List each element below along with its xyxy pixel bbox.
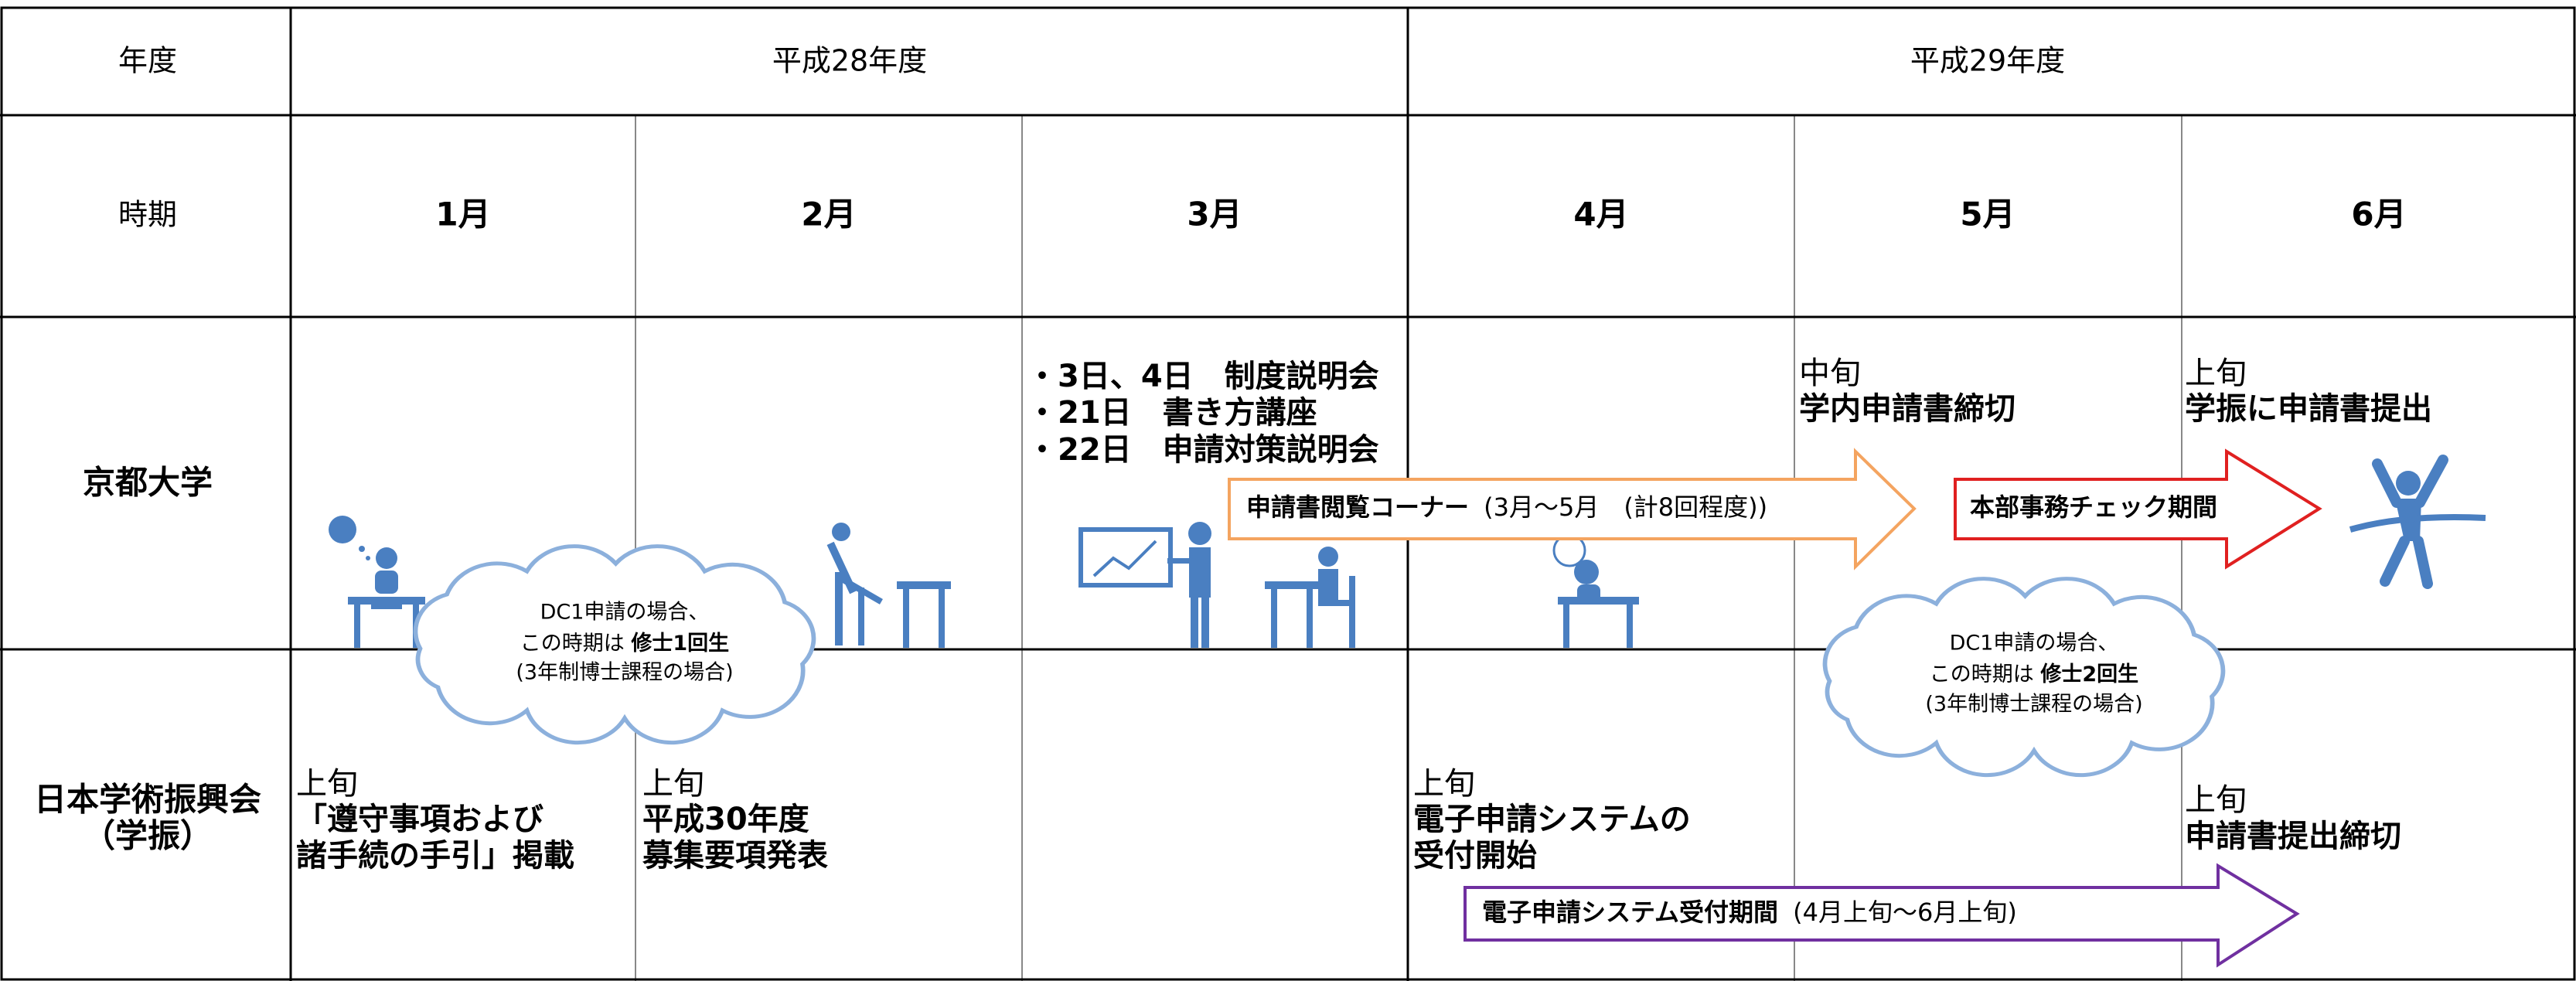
month: 4月 (1573, 196, 1628, 233)
period-label: 時期 (118, 198, 177, 232)
year: 平成29年度 (1910, 44, 2065, 78)
event: 募集要項発表 (642, 838, 828, 874)
row-label: 日本学術振興会 (34, 781, 261, 819)
month: 5月 (1960, 196, 2015, 233)
cloud-text: DC1申請の場合、 (540, 601, 710, 625)
event-timing: 上旬 (2185, 356, 2247, 391)
arrow-text: 電子申請システム受付期間 (4月上旬～6月上旬) (1482, 898, 2017, 927)
event-timing: 上旬 (296, 766, 358, 802)
cloud-text: この時期は (1930, 663, 2034, 686)
person-icon (826, 523, 951, 648)
cloud-text: DC1申請の場合、 (1950, 632, 2119, 656)
cloud-note: DC1申請の場合、 この時期は 修士1回生 (3年制博士課程の場合) (413, 544, 816, 745)
event: ・3日、4日 制度説明会 (1027, 359, 1379, 394)
event-timing: 中旬 (1799, 356, 1861, 391)
month: 2月 (801, 196, 856, 233)
cloud-note: DC1申請の場合、 この時期は 修士2回生 (3年制博士課程の場合) (1822, 577, 2226, 778)
arrow-note: (3月～5月 (計8回程度)) (1484, 492, 1767, 522)
event-timing: 上旬 (642, 766, 704, 802)
cloud-text-bold: 修士1回生 (630, 632, 729, 656)
arrow-note: (4月上旬～6月上旬) (1793, 898, 2017, 927)
period-arrow: 本部事務チェック期間 (1954, 448, 2322, 570)
event: 申請書提出締切 (2185, 819, 2401, 854)
month: 6月 (2351, 196, 2406, 233)
runner-icon (2349, 455, 2486, 589)
period-arrow: 電子申請システム受付期間 (4月上旬～6月上旬) (1463, 863, 2300, 968)
cloud-text: (3年制博士課程の場合) (1925, 693, 2142, 717)
event: ・22日 申請対策説明会 (1027, 432, 1379, 468)
row-label: （学振） (83, 817, 213, 855)
cloud-text: この時期は 修士2回生 (1930, 663, 2138, 686)
person-icon (329, 516, 425, 648)
event: 「遵守事項および (296, 802, 543, 837)
arrow-label: 電子申請システム受付期間 (1482, 898, 1778, 927)
cloud-text: この時期は 修士1回生 (520, 632, 729, 656)
year: 平成28年度 (772, 44, 927, 78)
year-label: 年度 (118, 44, 177, 78)
row-label: 京都大学 (83, 464, 213, 502)
event: 平成30年度 (642, 802, 809, 837)
month: 3月 (1187, 196, 1242, 233)
cloud-text: この時期は (520, 632, 625, 656)
arrow-label: 本部事務チェック期間 (1970, 492, 2217, 522)
cloud-text: (3年制博士課程の場合) (516, 661, 733, 685)
presenter-icon (1078, 522, 1355, 648)
event-timing: 上旬 (2185, 782, 2247, 818)
event: 学振に申請書提出 (2185, 391, 2432, 427)
arrow-label: 申請書閲覧コーナー (1246, 492, 1469, 522)
event: 学内申請書締切 (1799, 391, 2015, 427)
event-timing: 上旬 (1413, 766, 1475, 802)
event: ・21日 書き方講座 (1027, 395, 1317, 431)
month: 1月 (435, 196, 490, 233)
person-icon (1552, 533, 1639, 648)
cloud-text-bold: 修士2回生 (2039, 663, 2138, 686)
arrow-text: 申請書閲覧コーナー (3月～5月 (計8回程度)) (1246, 492, 1767, 522)
period-arrow: 申請書閲覧コーナー (3月～5月 (計8回程度)) (1228, 448, 1917, 571)
event: 電子申請システムの (1413, 802, 1691, 837)
event: 受付開始 (1413, 838, 1537, 874)
event: 諸手続の手引」掲載 (296, 838, 574, 874)
